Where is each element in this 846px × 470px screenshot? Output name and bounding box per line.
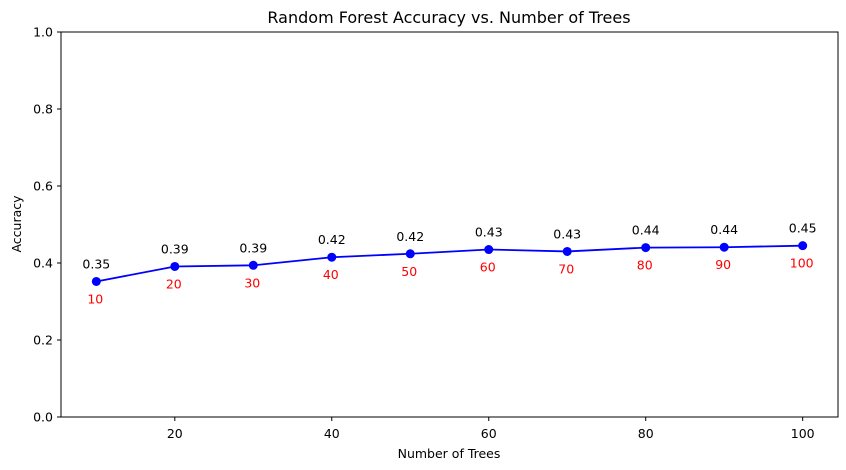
x-axis-label: Number of Trees bbox=[398, 446, 501, 461]
x-annotation-label: 40 bbox=[323, 267, 339, 282]
y-tick-label: 0.0 bbox=[33, 410, 53, 425]
x-annotation-label: 90 bbox=[715, 257, 731, 272]
data-point bbox=[405, 249, 415, 259]
x-annotations: 10 20 30 40 50 60 70 80 90 100 bbox=[87, 256, 813, 307]
value-label: 0.39 bbox=[239, 240, 267, 255]
series-markers bbox=[91, 241, 808, 286]
value-label: 0.43 bbox=[553, 226, 581, 241]
data-point bbox=[484, 245, 494, 255]
x-annotation-label: 100 bbox=[790, 256, 814, 271]
x-tick-label: 80 bbox=[638, 426, 654, 441]
series-line bbox=[96, 244, 803, 283]
x-tick-label: 40 bbox=[324, 426, 340, 441]
x-annotation-label: 80 bbox=[637, 258, 653, 273]
x-annotation-label: 60 bbox=[480, 260, 496, 275]
value-label: 0.44 bbox=[710, 222, 738, 237]
x-tick-label: 100 bbox=[791, 426, 815, 441]
data-point bbox=[798, 241, 808, 251]
chart-title: Random Forest Accuracy vs. Number of Tre… bbox=[267, 8, 630, 27]
data-point bbox=[327, 252, 337, 262]
y-tick-label: 0.4 bbox=[33, 256, 53, 271]
x-annotation-label: 50 bbox=[401, 264, 417, 279]
value-label: 0.45 bbox=[789, 221, 817, 236]
value-label: 0.39 bbox=[161, 241, 189, 256]
x-tick-label: 20 bbox=[167, 426, 183, 441]
x-annotation-label: 10 bbox=[87, 291, 103, 306]
data-point bbox=[562, 246, 572, 256]
value-label: 0.44 bbox=[632, 223, 660, 238]
data-point bbox=[91, 276, 101, 286]
y-axis-label: Accuracy bbox=[9, 195, 24, 253]
y-tick-label: 0.2 bbox=[33, 333, 53, 348]
x-annotation-label: 70 bbox=[558, 261, 574, 276]
y-tick-label: 1.0 bbox=[33, 25, 53, 40]
x-annotation-label: 30 bbox=[244, 275, 260, 290]
y-axis-ticks: 0.0 0.2 0.4 0.6 0.8 1.0 bbox=[33, 25, 61, 425]
data-point bbox=[641, 243, 651, 253]
value-label: 0.42 bbox=[396, 229, 424, 244]
y-tick-label: 0.6 bbox=[33, 179, 53, 194]
data-point bbox=[248, 260, 258, 270]
value-label: 0.43 bbox=[475, 225, 503, 240]
value-label: 0.42 bbox=[318, 232, 346, 247]
x-annotation-label: 20 bbox=[166, 276, 182, 291]
x-tick-label: 60 bbox=[481, 426, 497, 441]
value-label: 0.35 bbox=[82, 256, 110, 271]
value-labels: 0.35 0.39 0.39 0.42 0.42 0.43 0.43 0.44 0.44 0.45 bbox=[82, 221, 816, 272]
plot-frame bbox=[60, 31, 839, 418]
y-tick-label: 0.8 bbox=[33, 102, 53, 117]
data-point bbox=[719, 242, 729, 252]
x-axis-ticks: 20 40 60 80 100 bbox=[167, 417, 815, 441]
data-point bbox=[170, 261, 180, 271]
